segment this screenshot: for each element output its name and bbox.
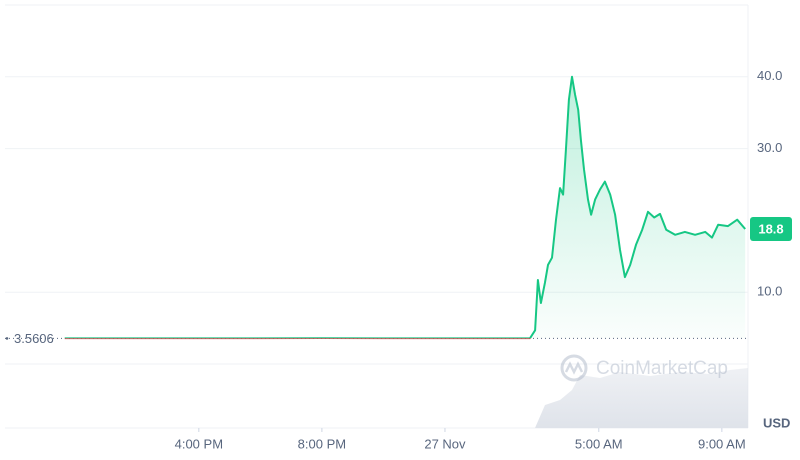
- x-tick-label: 5:00 AM: [575, 436, 623, 451]
- x-tick-label: 9:00 AM: [698, 436, 746, 451]
- price-line: [64, 75, 746, 339]
- currency-label: USD: [763, 415, 790, 430]
- x-tick-label: 27 Nov: [424, 436, 466, 451]
- x-tick-label: 4:00 PM: [175, 436, 223, 451]
- y-tick-label: 30.0: [757, 140, 782, 155]
- watermark: CoinMarketCap: [560, 354, 728, 382]
- x-tick-label: 8:00 PM: [298, 436, 346, 451]
- volume-area: [535, 368, 748, 428]
- current-price-badge: [750, 217, 792, 242]
- watermark-text: CoinMarketCap: [596, 358, 728, 379]
- reference-label: 3.5606: [14, 331, 54, 346]
- y-tick-label: 10.0: [757, 284, 782, 299]
- price-area: [64, 76, 746, 339]
- reference-dot: [5, 337, 9, 340]
- current-price-label: 18.8: [758, 221, 783, 236]
- y-tick-label: 40.0: [757, 68, 782, 83]
